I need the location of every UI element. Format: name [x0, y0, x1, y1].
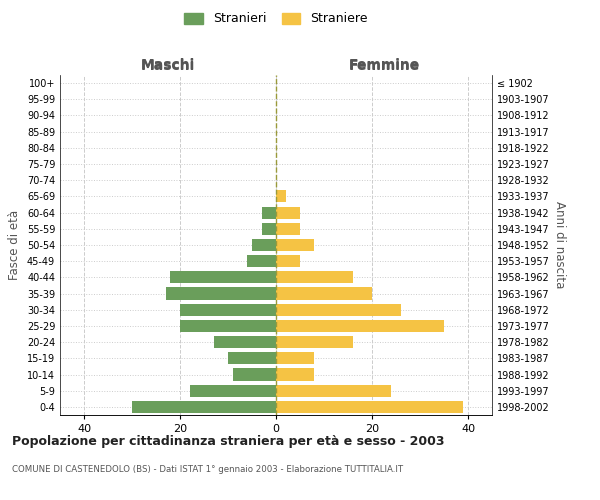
Y-axis label: Anni di nascita: Anni di nascita: [553, 202, 566, 288]
Bar: [276, 222, 300, 235]
Bar: [276, 336, 353, 348]
Bar: [247, 255, 276, 268]
Text: Maschi: Maschi: [141, 58, 195, 72]
Bar: [276, 255, 300, 268]
Text: Popolazione per cittadinanza straniera per età e sesso - 2003: Popolazione per cittadinanza straniera p…: [12, 435, 445, 448]
Bar: [166, 288, 276, 300]
Legend: Stranieri, Straniere: Stranieri, Straniere: [181, 8, 371, 29]
Bar: [252, 239, 276, 251]
Text: Femmine: Femmine: [349, 58, 419, 72]
Bar: [276, 206, 300, 218]
Bar: [276, 352, 314, 364]
Bar: [132, 401, 276, 413]
Bar: [276, 304, 401, 316]
Bar: [180, 304, 276, 316]
Text: Femmine: Femmine: [349, 58, 419, 72]
Bar: [276, 401, 463, 413]
Bar: [276, 190, 286, 202]
Bar: [276, 239, 314, 251]
Bar: [170, 272, 276, 283]
Bar: [190, 384, 276, 397]
Bar: [180, 320, 276, 332]
Bar: [276, 288, 372, 300]
Bar: [276, 272, 353, 283]
Y-axis label: Fasce di età: Fasce di età: [8, 210, 21, 280]
Text: COMUNE DI CASTENEDOLO (BS) - Dati ISTAT 1° gennaio 2003 - Elaborazione TUTTITALI: COMUNE DI CASTENEDOLO (BS) - Dati ISTAT …: [12, 465, 403, 474]
Bar: [233, 368, 276, 380]
Bar: [214, 336, 276, 348]
Bar: [262, 222, 276, 235]
Bar: [276, 384, 391, 397]
Bar: [276, 368, 314, 380]
Text: Maschi: Maschi: [141, 58, 195, 72]
Bar: [276, 320, 444, 332]
Bar: [228, 352, 276, 364]
Bar: [262, 206, 276, 218]
